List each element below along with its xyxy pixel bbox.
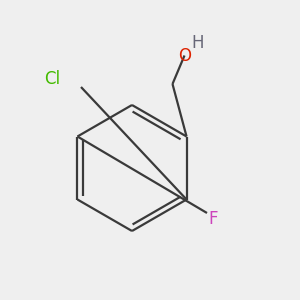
Text: Cl: Cl [44, 70, 61, 88]
Text: O: O [178, 46, 191, 64]
Text: H: H [192, 34, 204, 52]
Text: F: F [208, 210, 218, 228]
